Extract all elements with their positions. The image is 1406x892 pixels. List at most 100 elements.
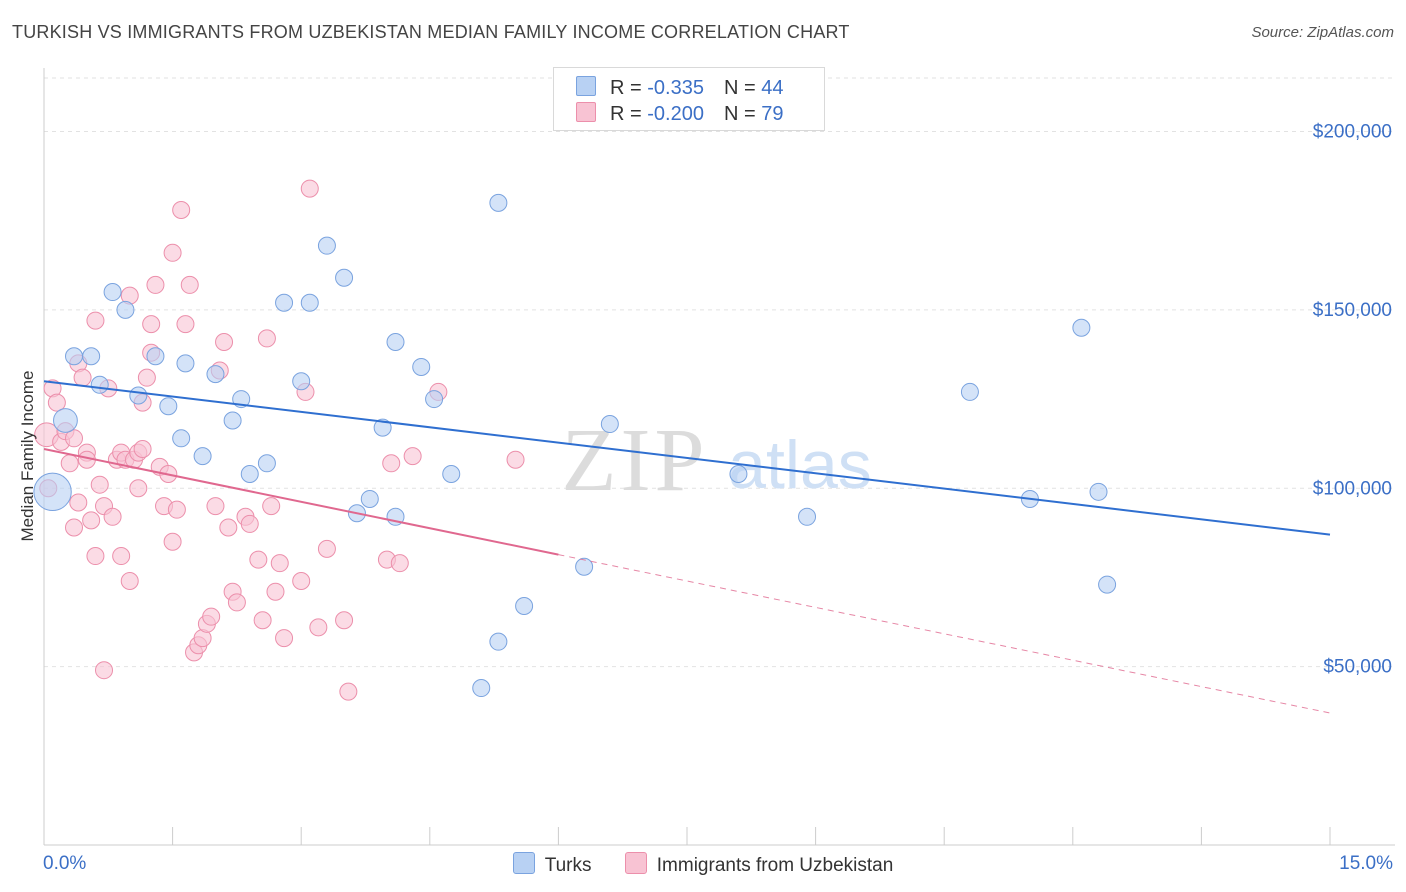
turks-point [129,386,148,405]
uzbekistan-point [137,368,156,387]
uzbekistan-point [227,593,246,612]
uzbekistan-point [120,572,139,591]
legend-n-value: 79 [761,103,784,125]
correlation-legend: R = -0.335 N = 44 R = -0.200 N = 79 [553,67,825,131]
y-tick-label: $50,000 [1323,657,1392,678]
turks-point [65,347,84,366]
legend-row-turks: R = -0.335 N = 44 [576,76,783,100]
uzbekistan-point [133,440,152,459]
uzbekistan-point [219,518,238,537]
uzbek-legend-swatch [624,852,647,874]
series-uzbekistan-points [34,179,525,701]
legend-r-value: -0.335 [647,77,704,99]
turks-point [193,447,212,466]
turks-point [53,408,78,433]
uzbekistan-trend-line-extrapolated [558,554,1331,714]
uzbekistan-point [163,532,182,551]
legend-row-uzbek: R = -0.200 N = 79 [576,102,783,126]
uzbekistan-point [339,682,358,701]
chart-title: TURKISH VS IMMIGRANTS FROM UZBEKISTAN ME… [12,22,850,42]
uzbekistan-point [266,582,285,601]
turks-trend-line [43,380,1331,536]
turks-point [472,679,491,698]
turks-point [489,632,508,651]
turks-point [1072,318,1091,337]
uzbek-legend-label: Immigrants from Uzbekistan [656,855,894,876]
uzbekistan-point [206,497,225,516]
uzbekistan-point [202,607,221,626]
turks-point [1098,575,1117,594]
turks-point [317,236,336,255]
uzbekistan-point [309,618,328,637]
axes [43,68,1395,846]
y-tick-label: $150,000 [1313,300,1392,321]
turks-point [412,357,431,376]
watermark-zip: ZIP [562,411,709,510]
uzbekistan-point [390,554,409,573]
uzbekistan-point [73,368,92,387]
uzbekistan-point [249,550,268,569]
turks-point [257,454,276,473]
uzbekistan-point [146,275,165,294]
turks-point [206,365,225,384]
legend-n-label: N = [723,103,762,125]
y-tick-label: $200,000 [1313,122,1392,143]
turks-point [335,268,354,287]
turks-point [172,429,191,448]
uzbek-swatch [576,102,596,122]
tick-labels: $50,000 $100,000 $150,000 $200,000 0.0% 15.0% [43,122,1393,874]
uzbekistan-point [382,454,401,473]
turks-point [275,293,294,312]
turks-point [103,283,122,302]
uzbekistan-point [112,547,131,566]
grid-lines [44,77,1395,668]
uzbekistan-point [506,450,525,469]
x-tick-label-right: 15.0% [1339,853,1393,874]
series-legend: Turks Immigrants from Uzbekistan [0,852,1406,877]
uzbekistan-point [335,611,354,630]
uzbekistan-point [163,243,182,262]
uzbekistan-point [60,454,79,473]
trend-lines [43,380,1331,714]
uzbekistan-point [65,518,84,537]
series-turks-points [33,193,1117,698]
turks-point [575,557,594,576]
uzbekistan-point [215,332,234,351]
turks-point [360,489,379,508]
turks-point [960,382,979,401]
uzbekistan-point [86,311,105,330]
uzbekistan-point [172,200,191,219]
turks-point [386,332,405,351]
turks-point [1089,482,1108,501]
turks-legend-swatch [512,852,535,874]
uzbekistan-point [275,629,294,648]
uzbekistan-point [65,429,84,448]
legend-r-label: R = [610,103,648,125]
turks-point [442,464,461,483]
uzbekistan-point [180,275,199,294]
uzbekistan-point [253,611,272,630]
turks-point [300,293,319,312]
uzbekistan-point [257,329,276,348]
uzbekistan-point [90,475,109,494]
turks-point [798,507,817,526]
turks-point [90,375,109,394]
turks-point [176,354,195,373]
uzbekistan-point [69,493,88,512]
turks-point [425,390,444,409]
uzbekistan-point [142,315,161,334]
turks-point [159,397,178,416]
turks-point [223,411,242,430]
uzbekistan-point [270,554,289,573]
x-tick-label-left: 0.0% [43,853,86,874]
legend-r-value: -0.200 [647,103,704,125]
uzbekistan-point [176,315,195,334]
uzbekistan-point [403,447,422,466]
turks-point [33,472,72,512]
legend-item-uzbekistan[interactable]: Immigrants from Uzbekistan [624,852,894,877]
uzbekistan-point [129,479,148,498]
legend-item-turks[interactable]: Turks [512,852,592,877]
turks-point [729,464,748,483]
turks-point [146,347,165,366]
uzbekistan-point [103,507,122,526]
